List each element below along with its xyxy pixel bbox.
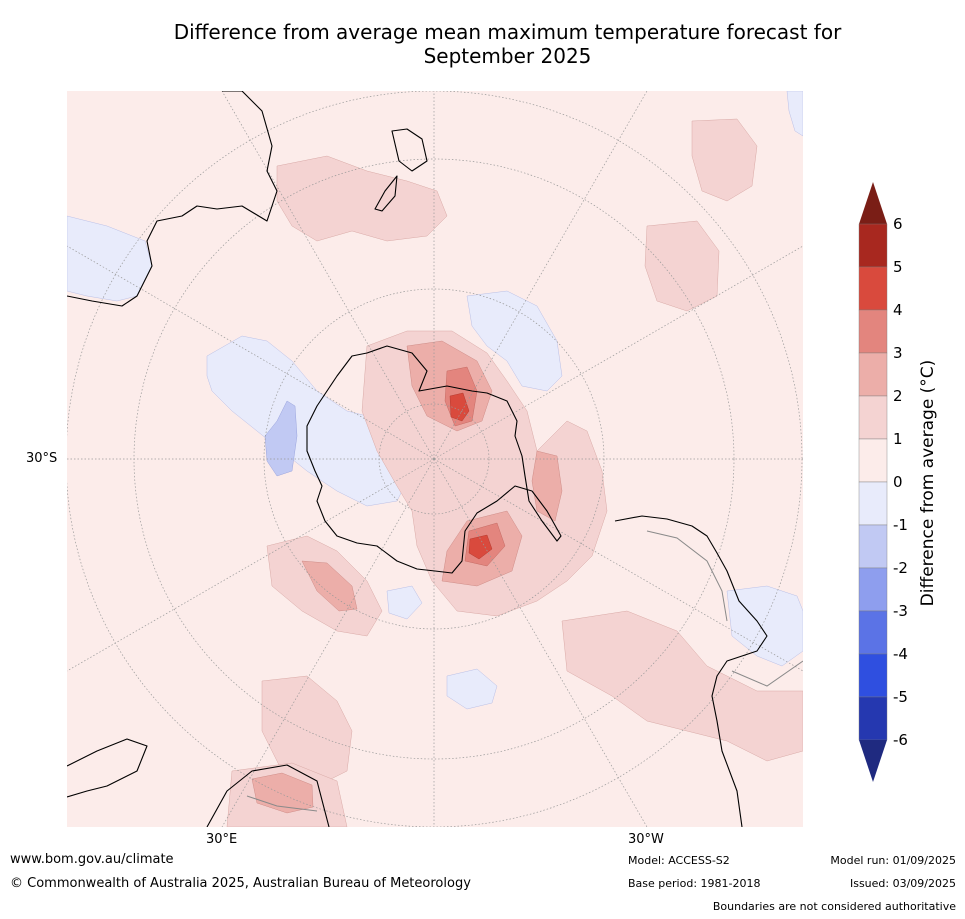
footer-base-period: Base period: 1981-2018 — [628, 877, 761, 890]
footer-model: Model: ACCESS-S2 — [628, 854, 730, 867]
australia-coastline — [67, 91, 278, 307]
colorbar — [858, 182, 888, 782]
meridian-line — [67, 458, 435, 672]
anomaly-region-pos1 — [561, 610, 803, 762]
anomaly-region-pos1 — [276, 155, 448, 242]
negative-anomaly-regions — [67, 91, 803, 710]
colorbar-segment — [858, 352, 888, 397]
colorbar-tick-label: -2 — [893, 559, 908, 577]
colorbar-segment — [858, 567, 888, 612]
footer-url[interactable]: www.bom.gov.au/climate — [10, 852, 174, 867]
footer-issued: Issued: 03/09/2025 — [849, 877, 956, 890]
colorbar-extend-min — [859, 740, 887, 782]
boundary-line — [646, 530, 728, 622]
boundary-line — [731, 660, 803, 687]
anomaly-region-pos1 — [691, 118, 758, 202]
anomaly-region-neg1 — [466, 290, 563, 392]
anomaly-region-pos4 — [449, 392, 470, 422]
graticule — [67, 91, 803, 827]
colorbar-segments — [858, 182, 888, 782]
footer-model-run: Model run: 01/09/2025 — [830, 854, 956, 867]
colorbar-tick-label: 2 — [893, 387, 903, 405]
colorbar-segment — [858, 610, 888, 655]
meridian-line — [67, 245, 435, 460]
colorbar-tick-label: 0 — [893, 473, 903, 491]
africa-coastline — [67, 738, 148, 798]
colorbar-tick-label: -4 — [893, 645, 908, 663]
antarctica-coastline — [306, 345, 562, 574]
colorbar-segment — [858, 266, 888, 311]
colorbar-segment — [858, 223, 888, 268]
footer-disclaimer: Boundaries are not considered authoritat… — [712, 900, 956, 913]
anomaly-region-pos1 — [644, 220, 720, 312]
colorbar-tick-label: 4 — [893, 301, 903, 319]
colorbar-segment — [858, 481, 888, 526]
title-line-1: Difference from average mean maximum tem… — [173, 20, 842, 44]
positive-anomaly-regions — [226, 118, 803, 827]
boundary-line — [246, 795, 318, 812]
colorbar-extend-max — [859, 182, 887, 224]
meridian-line — [221, 458, 435, 827]
colorbar-segment — [858, 438, 888, 483]
anomaly-region-neg1 — [726, 585, 803, 667]
longitude-label-30e: 30°E — [206, 832, 238, 847]
anomaly-region-pos2 — [531, 450, 563, 522]
colorbar-tick-label: 1 — [893, 430, 903, 448]
colorbar-segment — [858, 395, 888, 440]
chart-title: Difference from average mean maximum tem… — [60, 20, 955, 68]
polar-map — [67, 91, 803, 827]
colorbar-tick-label: -6 — [893, 731, 908, 749]
anomaly-region-pos4 — [468, 534, 493, 560]
anomaly-region-neg2 — [264, 400, 298, 477]
colorbar-segment — [858, 309, 888, 354]
meridian-line — [433, 245, 803, 460]
colorbar-tick-label: 5 — [893, 258, 903, 276]
map-panel[interactable] — [67, 91, 803, 827]
anomaly-region-neg1 — [386, 585, 423, 620]
meridian-line — [433, 458, 803, 672]
coastlines — [67, 91, 768, 827]
colorbar-tick-label: 3 — [893, 344, 903, 362]
meridian-line — [221, 91, 435, 460]
anomaly-region-pos2 — [301, 560, 358, 612]
colorbar-segment — [858, 653, 888, 698]
colorbar-segment — [858, 696, 888, 741]
colorbar-tick-label: 6 — [893, 215, 903, 233]
new-zealand-coastline — [374, 128, 428, 212]
meridian-line — [433, 91, 648, 460]
colorbar-tick-label: -1 — [893, 516, 908, 534]
country-boundaries — [246, 530, 803, 812]
footer-copyright: © Commonwealth of Australia 2025, Austra… — [10, 876, 471, 891]
anomaly-region-neg1 — [446, 668, 498, 710]
colorbar-tick-label: -5 — [893, 688, 908, 706]
colorbar-tick-label: -3 — [893, 602, 908, 620]
latitude-label-30s: 30°S — [26, 451, 58, 466]
south-america-coastline — [614, 515, 768, 827]
meridian-line — [433, 458, 648, 827]
colorbar-label: Difference from average (°C) — [918, 359, 938, 607]
southern-africa-coastline — [206, 764, 330, 827]
colorbar-segment — [858, 524, 888, 569]
longitude-label-30w: 30°W — [628, 832, 664, 847]
anomaly-region-neg1 — [786, 91, 803, 137]
title-line-2: September 2025 — [423, 44, 592, 68]
